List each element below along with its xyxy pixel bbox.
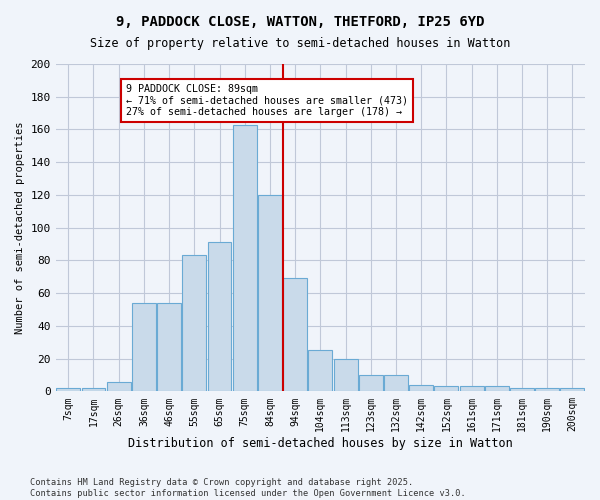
Bar xyxy=(409,385,433,392)
Bar xyxy=(334,358,358,392)
Bar xyxy=(56,388,80,392)
Bar xyxy=(233,124,257,392)
Bar xyxy=(107,382,131,392)
Bar xyxy=(510,388,534,392)
Bar xyxy=(485,386,509,392)
Bar xyxy=(560,388,584,392)
Bar xyxy=(157,303,181,392)
X-axis label: Distribution of semi-detached houses by size in Watton: Distribution of semi-detached houses by … xyxy=(128,437,513,450)
Bar xyxy=(283,278,307,392)
Text: Contains HM Land Registry data © Crown copyright and database right 2025.
Contai: Contains HM Land Registry data © Crown c… xyxy=(30,478,466,498)
Bar xyxy=(208,242,232,392)
Bar xyxy=(535,388,559,392)
Text: Size of property relative to semi-detached houses in Watton: Size of property relative to semi-detach… xyxy=(90,38,510,51)
Bar xyxy=(384,375,408,392)
Bar xyxy=(182,256,206,392)
Bar xyxy=(258,195,282,392)
Bar xyxy=(359,375,383,392)
Bar xyxy=(132,303,156,392)
Bar xyxy=(82,388,106,392)
Bar xyxy=(308,350,332,392)
Bar xyxy=(460,386,484,392)
Text: 9 PADDOCK CLOSE: 89sqm
← 71% of semi-detached houses are smaller (473)
27% of se: 9 PADDOCK CLOSE: 89sqm ← 71% of semi-det… xyxy=(126,84,408,117)
Bar xyxy=(434,386,458,392)
Y-axis label: Number of semi-detached properties: Number of semi-detached properties xyxy=(15,122,25,334)
Text: 9, PADDOCK CLOSE, WATTON, THETFORD, IP25 6YD: 9, PADDOCK CLOSE, WATTON, THETFORD, IP25… xyxy=(116,15,484,29)
